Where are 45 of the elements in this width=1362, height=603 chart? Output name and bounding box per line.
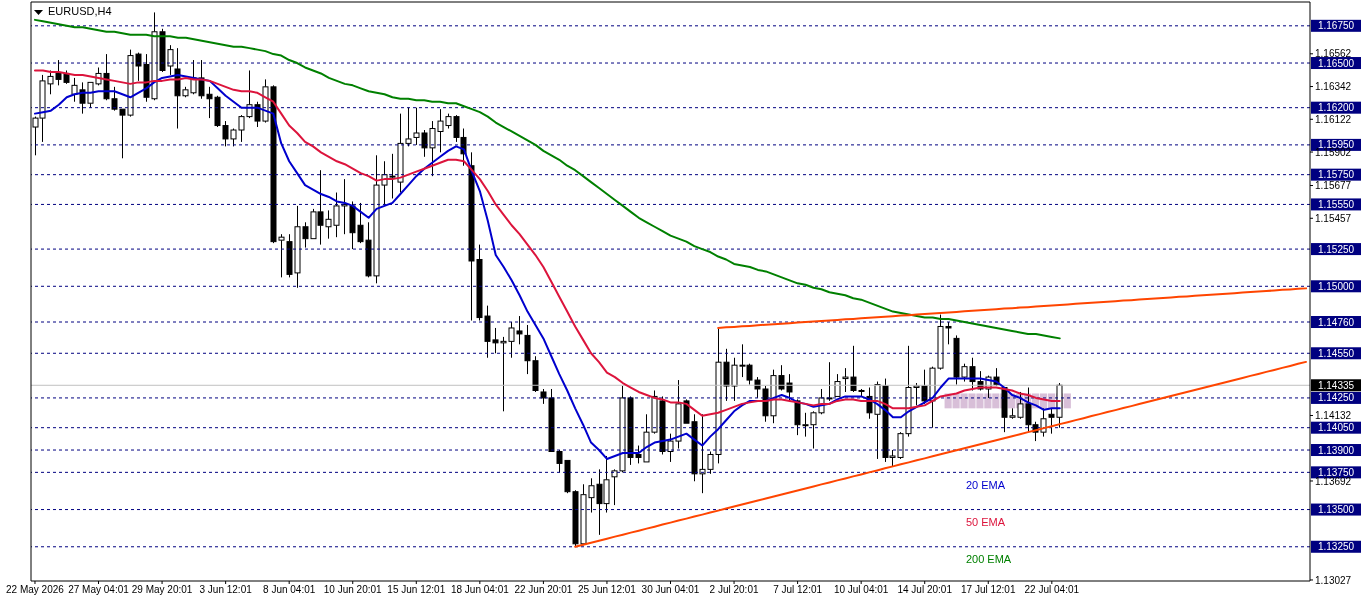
ref-line-label: 1.13750 bbox=[1317, 466, 1355, 478]
ref-line-label: 1.14250 bbox=[1317, 392, 1355, 404]
ref-line-label: 1.16750 bbox=[1317, 20, 1355, 32]
ref-line-label: 1.14550 bbox=[1317, 347, 1355, 359]
x-tick-label: 7 Jul 12:01 bbox=[773, 584, 823, 596]
text: 200 EMA bbox=[965, 551, 1012, 567]
text: 20 EMA bbox=[965, 477, 1007, 493]
x-tick-label: 25 Jun 12:01 bbox=[578, 584, 637, 596]
y-tick-label: 1.16562 bbox=[1315, 48, 1352, 60]
ref-line-label: 1.15250 bbox=[1317, 243, 1355, 255]
x-tick-label: 15 Jun 12:01 bbox=[387, 584, 446, 596]
y-tick-label: 1.16122 bbox=[1315, 113, 1352, 125]
ref-line-label: 1.13500 bbox=[1317, 504, 1355, 516]
x-tick-label: 27 May 04:01 bbox=[68, 584, 130, 596]
x-tick-label: 10 Jul 04:01 bbox=[833, 584, 889, 596]
ref-line-label: 1.13900 bbox=[1317, 444, 1355, 456]
x-tick-label: 29 May 20:01 bbox=[131, 584, 193, 596]
chart-title: EURUSD,H4 bbox=[48, 5, 112, 18]
x-tick-label: 22 Jun 20:01 bbox=[514, 584, 573, 596]
x-tick-label: 3 Jun 12:01 bbox=[199, 584, 253, 596]
y-tick-label: 1.15457 bbox=[1315, 212, 1352, 224]
x-tick-label: 10 Jun 20:01 bbox=[323, 584, 383, 596]
y-tick-label: 1.15677 bbox=[1315, 180, 1352, 192]
y-tick-label: 1.16342 bbox=[1315, 81, 1352, 93]
x-tick-label: 22 May 2026 bbox=[6, 584, 65, 596]
x-tick-label: 30 Jun 04:01 bbox=[641, 584, 700, 596]
x-tick-label: 22 Jul 04:01 bbox=[1024, 584, 1080, 596]
text: 50 EMA bbox=[965, 514, 1007, 530]
x-tick-label: 18 Jun 04:01 bbox=[450, 584, 510, 596]
y-tick-label: 1.14132 bbox=[1315, 410, 1352, 422]
ref-line-label: 1.16500 bbox=[1317, 57, 1355, 69]
x-tick-label: 14 Jul 20:01 bbox=[897, 584, 953, 596]
ref-line-label: 1.16200 bbox=[1317, 102, 1355, 114]
y-tick-label: 1.13692 bbox=[1315, 475, 1352, 487]
ref-line-label: 1.14760 bbox=[1317, 316, 1355, 328]
ref-line-label: 1.15750 bbox=[1317, 169, 1355, 181]
ref-line-label: 1.14050 bbox=[1317, 422, 1355, 434]
ref-line-label: 1.15550 bbox=[1317, 198, 1355, 210]
y-tick-label: 1.13027 bbox=[1315, 574, 1352, 586]
ref-line-label: 1.15000 bbox=[1317, 280, 1355, 292]
ref-line-label: 1.14335 bbox=[1317, 379, 1355, 391]
x-tick-label: 2 Jul 20:01 bbox=[709, 584, 759, 596]
ref-line-label: 1.13250 bbox=[1317, 541, 1355, 553]
x-tick-label: 8 Jun 04:01 bbox=[263, 584, 316, 596]
x-tick-label: 17 Jul 12:01 bbox=[961, 584, 1016, 596]
